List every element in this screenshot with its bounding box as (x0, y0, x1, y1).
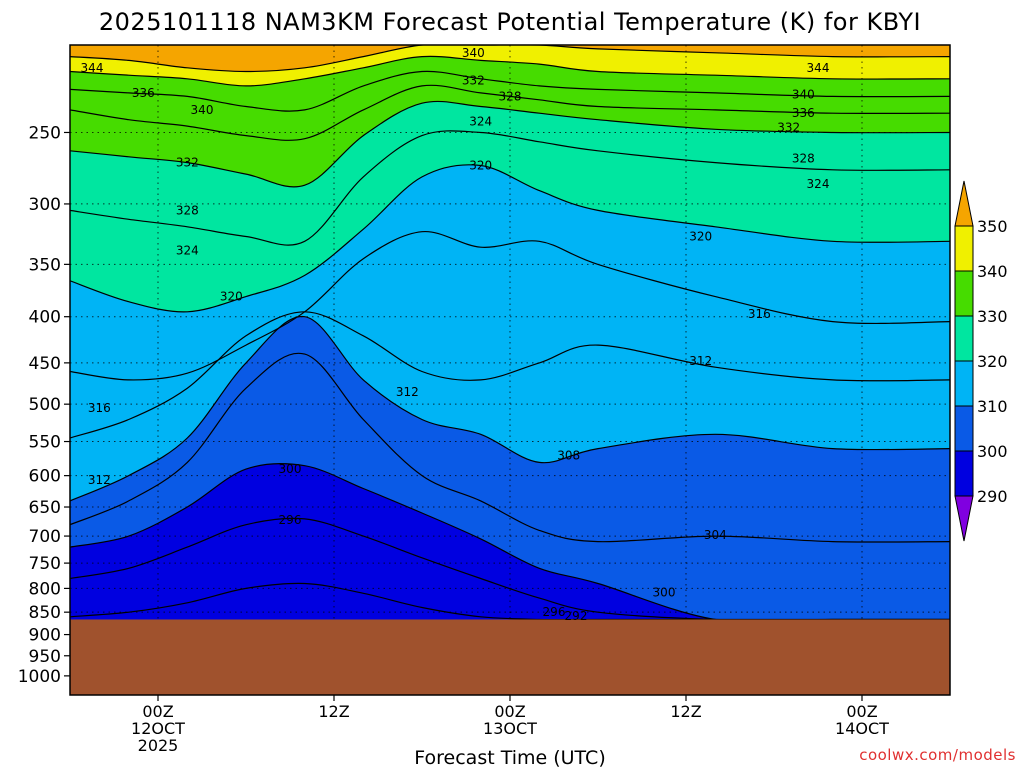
contour-label: 292 (565, 609, 588, 623)
contour-label: 328 (499, 89, 522, 103)
contour-line-336 (70, 70, 950, 112)
contour-line-320 (70, 164, 950, 313)
contour-label: 332 (462, 74, 485, 88)
x-tick-label: 00Z (142, 702, 173, 721)
y-tick-label: 700 (29, 527, 61, 547)
contour-label: 332 (777, 121, 800, 135)
contour-line-312 (70, 311, 950, 439)
colorbar-swatch-320 (954, 315, 974, 362)
colorbar-tick-label: 330 (977, 307, 1008, 326)
colorbar-tick-label: 300 (977, 442, 1008, 461)
colorbar-swatch-330 (954, 270, 974, 317)
y-tick-label: 850 (29, 603, 61, 623)
contour-label: 312 (396, 385, 419, 399)
contour-label: 328 (176, 203, 199, 217)
contour-label: 332 (176, 156, 199, 170)
contour-label: 316 (748, 307, 771, 321)
contour-label: 300 (653, 585, 676, 599)
y-tick-label: 300 (29, 195, 61, 215)
contour-label: 340 (792, 88, 815, 102)
contour-label: 320 (220, 290, 243, 304)
x-tick-label: 14OCT (835, 719, 889, 738)
x-tick-label: 00Z (494, 702, 525, 721)
contour-label: 344 (807, 61, 830, 75)
contour-label: 312 (88, 473, 111, 487)
x-tick-label: 12Z (318, 702, 349, 721)
contour-line-324 (70, 130, 950, 246)
contour-label: 296 (543, 605, 566, 619)
colorbar-over-triangle (954, 180, 974, 227)
y-tick-label: 550 (29, 433, 61, 453)
y-tick-label: 600 (29, 467, 61, 487)
x-tick-label: 13OCT (483, 719, 537, 738)
colorbar-under-triangle (954, 495, 974, 542)
contour-line-344 (70, 45, 950, 73)
contour-label: 324 (807, 177, 830, 191)
y-tick-label: 750 (29, 554, 61, 574)
contour-line-340 (70, 55, 950, 87)
contour-line-328 (70, 100, 950, 188)
contour-label: 304 (704, 528, 727, 542)
contour-label: 300 (279, 462, 302, 476)
colorbar-tick-label: 310 (977, 397, 1008, 416)
colorbar-swatch-340 (954, 225, 974, 272)
x-tick-label: 12OCT (131, 719, 185, 738)
x-tick-label: 2025 (138, 736, 179, 755)
y-tick-label: 250 (29, 123, 61, 143)
colorbar-tick-label: 340 (977, 262, 1008, 281)
colorbar-swatch-290 (954, 450, 974, 497)
contour-label: 340 (191, 103, 214, 117)
contour-line-304 (70, 352, 950, 543)
y-tick-label: 350 (29, 255, 61, 275)
contour-label: 324 (469, 114, 492, 128)
contour-label: 316 (88, 401, 111, 415)
y-tick-label: 450 (29, 354, 61, 374)
contour-label: 312 (689, 354, 712, 368)
x-tick-label: 12Z (670, 702, 701, 721)
contour-label: 340 (462, 46, 485, 60)
contour-label: 336 (792, 106, 815, 120)
contour-line-316 (70, 231, 950, 381)
chart-title: 2025101118 NAM3KM Forecast Potential Tem… (99, 8, 921, 36)
y-tick-label: 500 (29, 395, 61, 415)
contour-line-308 (70, 316, 950, 502)
x-tick-label: 00Z (846, 702, 877, 721)
colorbar-swatch-300 (954, 405, 974, 452)
contour-line-332 (70, 84, 950, 141)
colorbar-tick-label: 350 (977, 217, 1008, 236)
y-axis: 250 300 350 400 450 500 550 600 650 700 750 800 850 9… (18, 123, 70, 687)
contour-label: 308 (557, 449, 580, 463)
contour-label: 324 (176, 244, 199, 258)
y-tick-label: 650 (29, 498, 61, 518)
contour-lines (70, 45, 950, 623)
contour-labels: 3443363403323283243203163123002963403323… (81, 46, 830, 623)
contour-label: 328 (792, 151, 815, 165)
colorbar-tick-label: 320 (977, 352, 1008, 371)
colorbar-tick-label: 290 (977, 487, 1008, 506)
contour-label: 296 (279, 513, 302, 527)
y-tick-label: 800 (29, 579, 61, 599)
y-tick-label: 400 (29, 308, 61, 328)
terrain-ground (70, 619, 950, 695)
contour-label: 320 (469, 159, 492, 173)
colorbar-swatch-310 (954, 360, 974, 407)
x-axis-label: Forecast Time (UTC) (414, 747, 605, 768)
credit-text: coolwx.com/models (859, 746, 1016, 764)
y-tick-label: 900 (29, 626, 61, 646)
y-tick-label: 1000 (18, 667, 61, 687)
contour-label: 336 (132, 86, 155, 100)
y-tick-label: 950 (29, 647, 61, 667)
plot-area: 3443363403323283243203163123002963403323… (70, 45, 950, 695)
contour-label: 344 (81, 61, 104, 75)
contour-label: 320 (689, 230, 712, 244)
colorbar: 290 300 310 320 330 340 350 (954, 180, 1008, 542)
